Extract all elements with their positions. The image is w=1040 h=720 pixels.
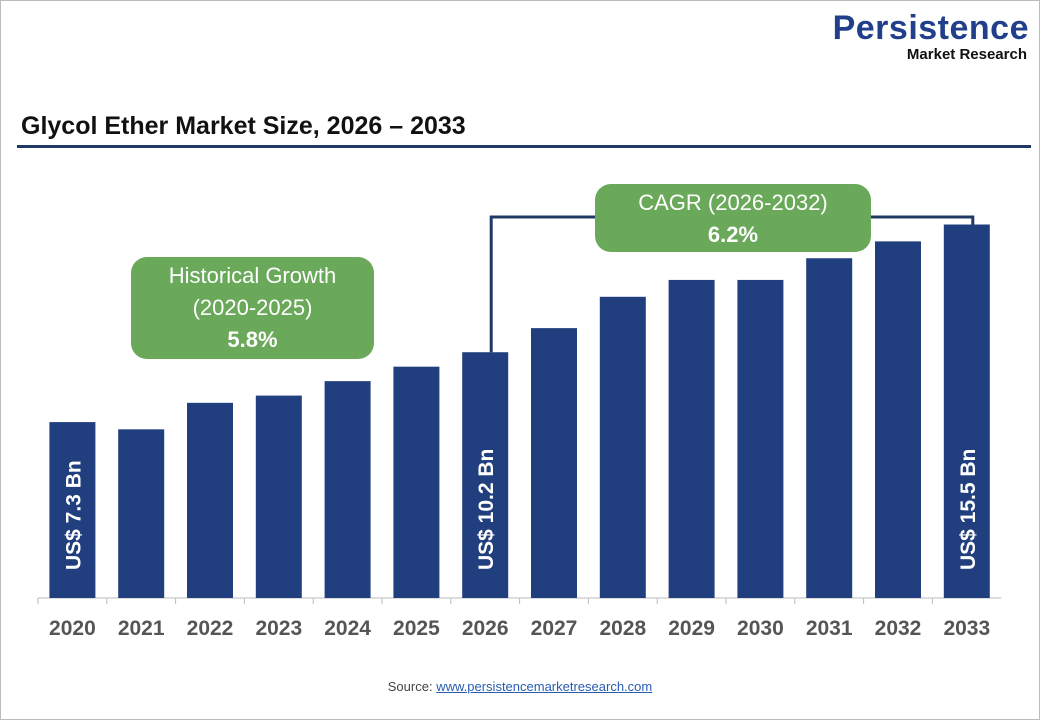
bar-2029: [668, 279, 715, 598]
x-tick-label: 2026: [462, 617, 509, 640]
bar-2022: [187, 402, 233, 598]
bar-2028: [599, 296, 646, 598]
bar-2033: [943, 224, 990, 598]
bar-2024: [324, 381, 371, 598]
bar-2027: [531, 328, 577, 598]
x-tick-label: 2030: [737, 617, 784, 640]
bar-2025: [393, 366, 440, 598]
bar-2031: [806, 258, 853, 598]
x-tick-label: 2023: [255, 617, 302, 640]
bar-2030: [737, 279, 784, 598]
x-tick-label: 2032: [875, 617, 922, 640]
data-label: US$ 7.3 Bn: [62, 460, 85, 570]
chart-title: Glycol Ether Market Size, 2026 – 2033: [21, 112, 466, 140]
x-tick-label: 2025: [393, 617, 440, 640]
x-tick-label: 2033: [943, 617, 990, 640]
cagr-value: 6.2%: [707, 222, 759, 247]
x-tick-label: 2027: [531, 617, 578, 640]
x-tick-label: 2021: [118, 617, 165, 640]
x-tick-label: 2024: [324, 617, 371, 640]
x-tick-label: 2028: [599, 617, 646, 640]
title-divider: [17, 145, 1031, 148]
bar-2021: [118, 429, 165, 598]
historical-growth-box: Historical Growth (2020-2025) 5.8%: [131, 257, 374, 359]
bar-2023: [255, 395, 302, 598]
logo: Persistence: [832, 9, 1029, 47]
data-label: US$ 15.5 Bn: [957, 449, 980, 570]
logo-subtitle: Market Research: [906, 46, 1027, 63]
historical-period: (2020-2025): [192, 295, 313, 320]
historical-label: Historical Growth: [168, 263, 337, 288]
x-tick-label: 2029: [668, 617, 715, 640]
historical-value: 5.8%: [227, 327, 278, 352]
data-label: US$ 10.2 Bn: [475, 449, 498, 570]
bar-2032: [875, 241, 921, 599]
x-tick-label: 2031: [806, 617, 853, 640]
cagr-label: CAGR (2026-2032): [638, 190, 828, 215]
source-label: Source:: [387, 679, 433, 694]
bar-2020: [49, 422, 96, 598]
bar-2026: [462, 352, 509, 598]
source-link[interactable]: www.persistencemarketresearch.com: [436, 679, 653, 694]
cagr-box: CAGR (2026-2032) 6.2%: [595, 184, 871, 252]
x-tick-label: 2022: [187, 617, 234, 640]
x-tick-label: 2020: [49, 617, 96, 640]
source-note: Source: www.persistencemarketresearch.co…: [1, 679, 1039, 694]
